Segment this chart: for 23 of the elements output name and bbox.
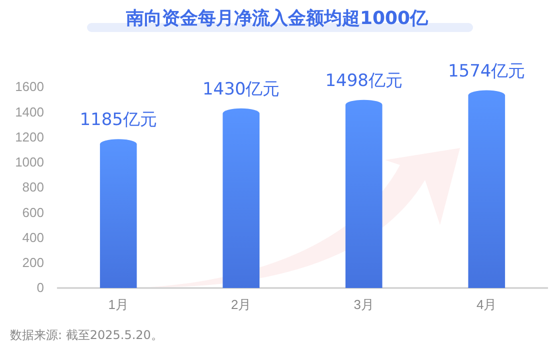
y-tick-label: 1600 bbox=[15, 79, 44, 94]
source-note: 数据来源: 截至2025.5.20。 bbox=[10, 328, 163, 342]
data-label: 1574亿元 bbox=[448, 61, 526, 82]
y-tick-label: 1400 bbox=[15, 104, 44, 120]
y-tick-label: 0 bbox=[36, 280, 44, 296]
y-tick-label: 600 bbox=[22, 204, 44, 220]
y-tick-label: 1000 bbox=[15, 154, 44, 170]
bar bbox=[100, 139, 137, 288]
x-tick-label: 4月 bbox=[476, 297, 497, 312]
y-tick-label: 800 bbox=[22, 180, 44, 195]
x-tick-label: 2月 bbox=[231, 297, 252, 312]
bar bbox=[468, 90, 506, 288]
x-tick-label: 1月 bbox=[108, 297, 128, 312]
bar bbox=[345, 100, 382, 288]
chart-title: 南向资金每月净流入金额均超1000亿 bbox=[124, 8, 430, 29]
bar bbox=[222, 108, 260, 288]
x-tick-label: 3月 bbox=[354, 297, 374, 312]
data-label: 1185亿元 bbox=[80, 110, 158, 130]
y-tick-label: 1200 bbox=[15, 129, 44, 144]
y-tick-label: 200 bbox=[22, 255, 44, 270]
y-tick-label: 400 bbox=[22, 230, 44, 245]
data-label: 1498亿元 bbox=[325, 70, 403, 91]
data-label: 1430亿元 bbox=[202, 79, 280, 100]
